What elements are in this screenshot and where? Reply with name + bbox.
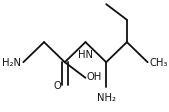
Text: O: O [53,80,61,90]
Text: OH: OH [87,71,102,81]
Text: CH₃: CH₃ [149,58,167,68]
Text: NH₂: NH₂ [97,93,116,102]
Text: HN: HN [78,49,93,59]
Text: H₂N: H₂N [2,58,21,68]
